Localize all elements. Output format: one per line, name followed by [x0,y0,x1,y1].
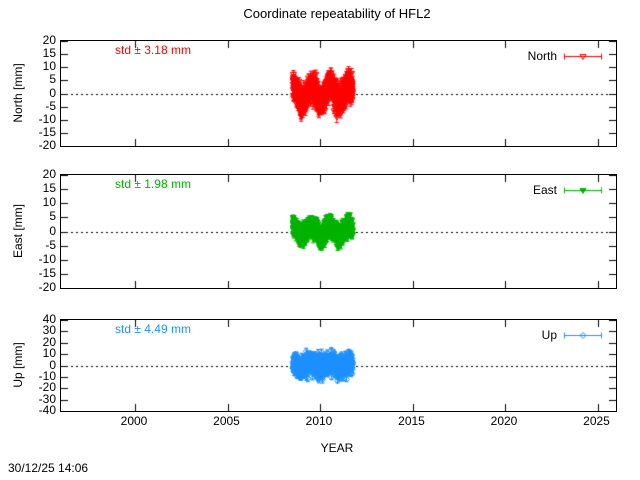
y-tick-label: 10 [42,346,56,361]
chart-title: Coordinate repeatability of HFL2 [243,6,431,21]
legend-label-east: East [532,183,557,197]
y-tick-label: 20 [42,33,56,47]
y-tick-label: 10 [42,59,56,74]
up-scatter-canvas [61,320,616,411]
y-tick-label: -10 [38,368,56,383]
east-scatter-canvas [61,175,616,288]
y-tick-label: 15 [42,181,56,196]
y-tick-label: 10 [42,195,56,210]
y-tick-label: 0 [49,223,56,238]
timestamp: 30/12/25 14:06 [8,461,89,475]
x-tick-label: 2000 [120,414,148,428]
x-tick-label: 2020 [490,414,518,428]
legend-label-north: North [527,49,557,63]
y-tick-label: 5 [49,72,56,87]
y-tick-label: -15 [38,265,56,280]
y-tick-label: 20 [42,334,56,349]
x-tick-label: 2015 [398,414,425,428]
east-plot-area [60,174,617,289]
y-tick-label: -20 [38,138,56,152]
x-axis-label: YEAR [320,441,354,455]
north-scatter-canvas [61,41,616,146]
y-tick-label: -5 [45,237,56,252]
y-tick-label: -10 [38,111,56,126]
legend-label-up: Up [541,328,557,342]
x-tick-label: 2010 [305,414,333,428]
std-annotation-up: std ± 4.49 mm [115,322,191,336]
y-tick-label: -15 [38,124,56,139]
y-tick-label: -20 [38,380,56,395]
y-tick-label: -30 [38,391,56,406]
y-tick-label: 5 [49,209,56,224]
std-annotation-north: std ± 3.18 mm [115,43,191,57]
y-tick-label: 15 [42,46,56,61]
y-tick-label: 0 [49,85,56,100]
y-tick-label: -20 [38,280,56,294]
y-tick-label: 0 [49,357,56,372]
up-plot-area [60,319,617,412]
north-plot-area [60,40,617,147]
y-tick-label: 20 [42,167,56,181]
x-tick-label: 2005 [213,414,240,428]
y-tick-label: 40 [42,312,56,326]
y-tick-label: -5 [45,98,56,113]
y-tick-label: -10 [38,251,56,266]
x-tick-label: 2025 [583,414,610,428]
y-tick-label: -40 [38,403,56,417]
std-annotation-east: std ± 1.98 mm [115,177,191,191]
y-tick-label: 30 [42,323,56,338]
